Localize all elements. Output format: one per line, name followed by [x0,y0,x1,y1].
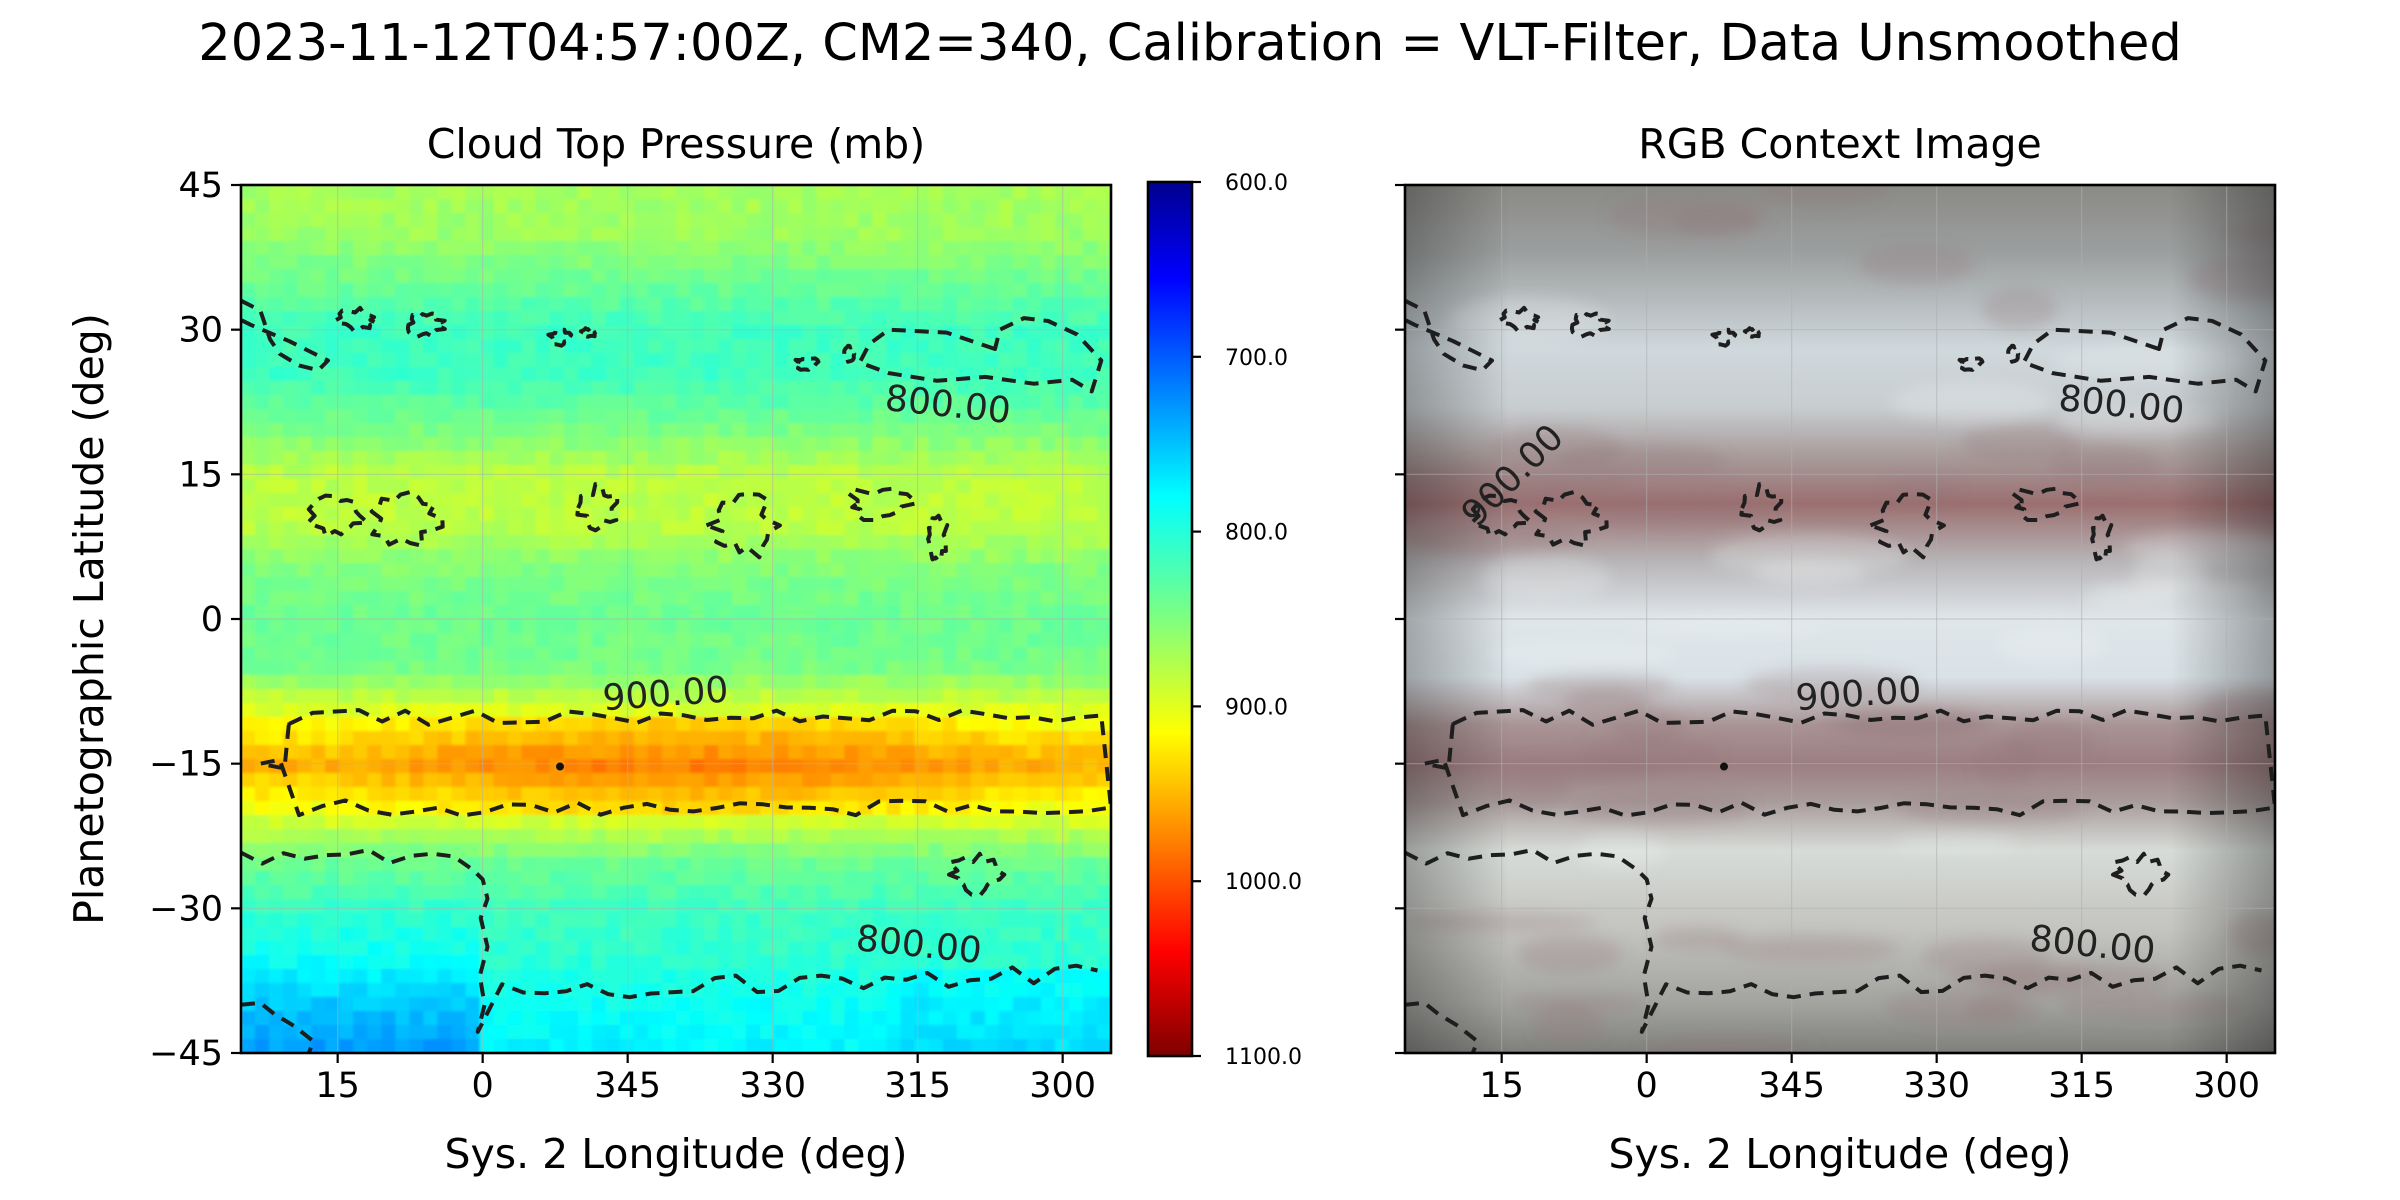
contour-line [241,848,1098,1034]
x-tick-label: 330 [1903,1066,1970,1106]
contour-line [546,326,574,348]
rgb-panel: RGB Context Image 900.00800.00800.00900.… [1395,120,2277,1178]
x-tick-label: 315 [2048,1066,2115,1106]
contour-line [926,513,950,564]
pressure-y-axis-label: Planetographic Latitude (deg) [65,313,113,925]
contour-line [1868,492,1946,560]
rgb-panel-title: RGB Context Image [1638,120,2041,168]
contour-line [334,305,380,334]
x-tick-label: 0 [472,1066,494,1106]
rgb-context-image [1405,185,2275,1053]
contour-label: 900.00 [601,669,730,719]
y-tick-label: −15 [149,745,223,785]
colorbar-frame [1146,180,1194,1058]
colorbar-gradient [1148,182,1192,1056]
contour-line [1405,298,1494,373]
colorbar-tick-label: 900.0 [1225,695,1288,720]
x-tick-label: 300 [1029,1066,1096,1106]
pressure-contours [241,298,1111,1053]
contour-line [1405,848,2262,1034]
contour-line [2010,486,2083,522]
rgb-y-ticks [1395,183,1405,1055]
contour-dot [556,762,564,771]
y-tick-label: −45 [149,1034,223,1074]
contour-line [578,326,600,339]
x-tick-label: 330 [739,1066,806,1106]
contour-line [1470,493,1534,539]
x-tick-label: 15 [315,1066,360,1106]
contour-line [947,851,1007,898]
contour-dot [1720,762,1728,771]
contour-line [846,486,919,522]
contour-line [1957,354,1985,372]
x-tick-label: 0 [1636,1066,1658,1106]
contour-line [1405,1000,1480,1053]
contour-line [1422,708,2275,818]
pressure-colorbar: 600.0 700.0 800.0 900.0 1000.0 1100.0 [1146,171,1302,1070]
contour-line [2021,316,2268,394]
rgb-x-axis-label: Sys. 2 Longitude (deg) [1608,1130,2071,1178]
y-tick-label: −30 [149,889,223,929]
contour-line [2090,513,2114,564]
pressure-x-ticks: 15 0 345 330 315 300 [315,1053,1096,1106]
colorbar-tick-label: 600.0 [1225,171,1288,196]
pressure-x-axis-label: Sys. 2 Longitude (deg) [444,1130,907,1178]
contour-line [1498,305,1544,334]
contour-line [241,1000,316,1053]
contour-line [1742,326,1764,339]
figure-suptitle: 2023-11-12T04:57:00Z, CM2=340, Calibrati… [198,14,2181,73]
x-tick-label: 345 [1758,1066,1825,1106]
pressure-panel-title: Cloud Top Pressure (mb) [427,120,925,168]
contour-line [258,708,1111,818]
contour-line [842,343,857,364]
y-tick-label: 45 [178,166,223,206]
contour-line [857,316,1104,394]
colorbar-tick-label: 800.0 [1225,521,1288,546]
contour-line [1710,326,1738,348]
pressure-panel: Cloud Top Pressure (mb) 900.00800.00800.… [65,120,1113,1178]
contour-line [2006,343,2021,364]
contour-line [575,482,620,533]
colorbar-ticks: 600.0 700.0 800.0 900.0 1000.0 1100.0 [1192,171,1302,1070]
colorbar-tick-label: 1100.0 [1225,1045,1302,1070]
x-tick-label: 15 [1479,1066,1524,1106]
contour-line [369,489,445,548]
x-tick-label: 345 [594,1066,661,1106]
contour-line [2111,851,2171,898]
pressure-y-ticks: 45 30 15 0 −15 −30 −45 [149,166,241,1074]
y-tick-label: 0 [201,600,223,640]
contour-line [1533,489,1609,548]
y-tick-label: 15 [178,455,223,495]
y-tick-label: 30 [178,311,223,351]
x-tick-label: 315 [884,1066,951,1106]
rgb-contours [1405,298,2275,1053]
contour-line [306,493,370,539]
pressure-heatmap [241,185,1111,1053]
rgb-x-ticks: 15 0 345 330 315 300 [1479,1053,2260,1106]
colorbar-tick-label: 700.0 [1225,346,1288,371]
contour-line [793,354,821,372]
contour-line [704,492,782,560]
contour-label: 900.00 [1794,669,1923,719]
contour-line [241,298,330,373]
x-tick-label: 300 [2193,1066,2260,1106]
contour-line [1739,482,1784,533]
colorbar-tick-label: 1000.0 [1225,870,1302,895]
